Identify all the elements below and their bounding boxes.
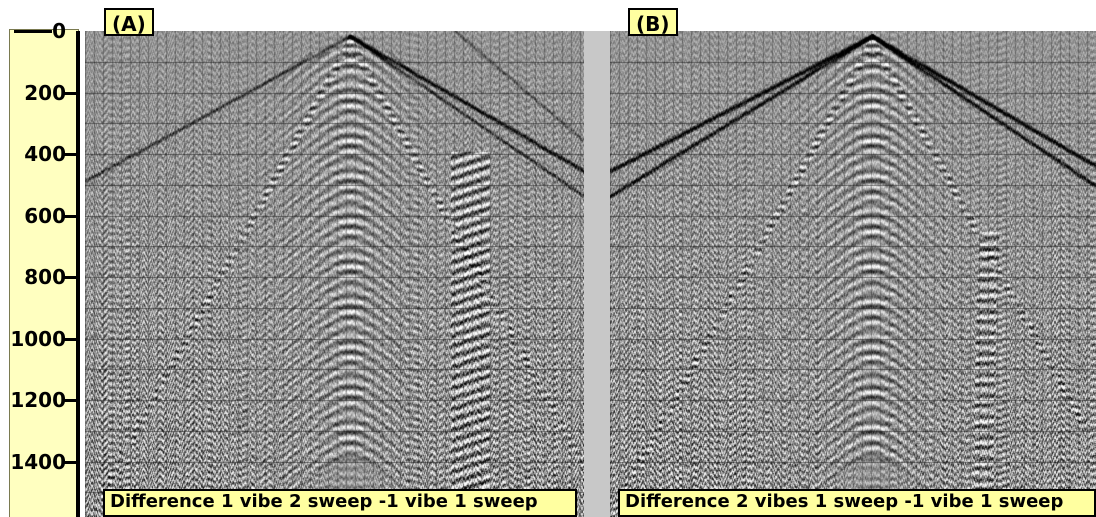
- tick-mark-1200: [64, 399, 78, 402]
- tick-label-400: 400: [24, 142, 66, 166]
- panel-a-label: (A): [104, 8, 154, 36]
- tick-label-1400: 1400: [10, 449, 66, 474]
- time-axis-line: [76, 31, 80, 517]
- tick-mark-1000: [64, 337, 78, 341]
- tick-label-200: 200: [24, 80, 66, 105]
- tick-mark-1400: [64, 460, 78, 464]
- seismic-record-a: [85, 31, 584, 517]
- tick-label-0: 0: [52, 19, 66, 43]
- panel-divider: [584, 31, 610, 517]
- panel-a-caption: Difference 1 vibe 2 sweep -1 vibe 1 swee…: [103, 489, 577, 517]
- tick-mark-600: [64, 214, 78, 218]
- tick-label-600: 600: [24, 203, 66, 228]
- tick-mark-0: [14, 30, 52, 33]
- time-axis-panel: [9, 29, 79, 517]
- panel-b-label: (B): [628, 8, 678, 36]
- tick-label-800: 800: [24, 265, 66, 289]
- tick-label-1000: 1000: [10, 326, 66, 351]
- tick-label-1200: 1200: [10, 388, 66, 412]
- tick-mark-200: [64, 91, 78, 95]
- panel-b-caption: Difference 2 vibes 1 sweep -1 vibe 1 swe…: [618, 489, 1096, 517]
- seismic-record-b: [610, 31, 1096, 517]
- tick-mark-800: [64, 276, 78, 279]
- seismic-panel-b: [610, 31, 1096, 517]
- seismic-panel-a: [85, 31, 584, 517]
- tick-mark-400: [64, 153, 78, 156]
